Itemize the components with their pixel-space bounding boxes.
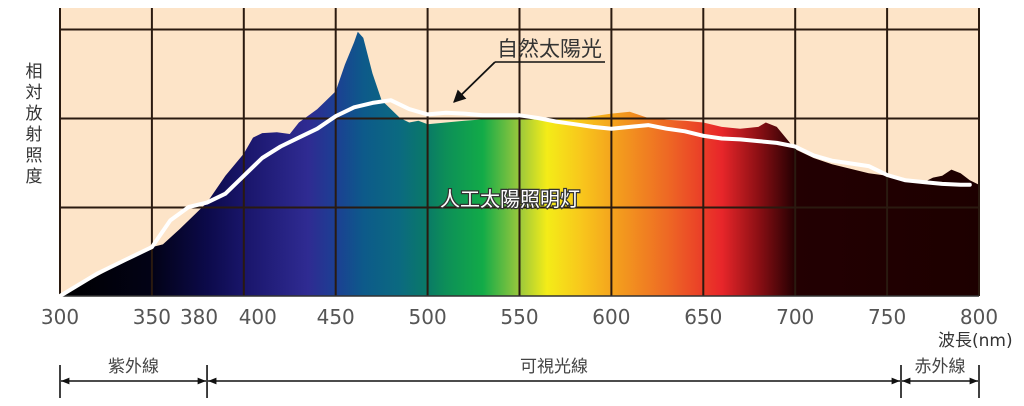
y-axis-label-char: 放: [25, 104, 43, 124]
y-axis-label-char: 射: [25, 125, 43, 145]
y-axis-label-char: 度: [25, 167, 43, 187]
x-tick-label: 380: [180, 305, 218, 329]
x-tick-labels: 300 350 380 400 450 500 550 600 650 700 750 800: [41, 305, 998, 329]
x-tick-label: 600: [592, 305, 630, 329]
y-axis-label: 相対放射照度: [22, 62, 46, 188]
x-tick-label: 800: [960, 305, 998, 329]
y-axis-label-char: 照: [25, 146, 43, 166]
x-tick-label: 550: [500, 305, 538, 329]
x-tick-label: 700: [776, 305, 814, 329]
grid: [59, 8, 980, 297]
sunlight-annotation: 自然太陽光: [453, 37, 605, 103]
range-label: 赤外線: [915, 357, 966, 377]
x-tick-label: 450: [317, 305, 355, 329]
y-axis-label-char: 相: [25, 62, 43, 82]
x-tick-label: 350: [133, 305, 171, 329]
y-axis-label-char: 対: [25, 83, 43, 103]
sunlight-label: 自然太陽光: [497, 37, 602, 61]
wavelength-ranges: 紫外線 可視光線 赤外線: [59, 357, 980, 398]
x-tick-label: 650: [684, 305, 722, 329]
natural-sunlight-line: [58, 98, 972, 298]
x-tick-label: 300: [41, 305, 79, 329]
sunlight-path: [58, 98, 972, 298]
x-tick-label: 500: [409, 305, 447, 329]
range-label: 紫外線: [108, 357, 159, 377]
lamp-label: 人工太陽照明灯: [440, 187, 580, 211]
x-axis-unit-label: 波長(nm): [938, 331, 1013, 351]
x-tick-label: 750: [868, 305, 906, 329]
x-tick-label: 400: [239, 305, 277, 329]
range-label: 可視光線: [520, 357, 588, 377]
